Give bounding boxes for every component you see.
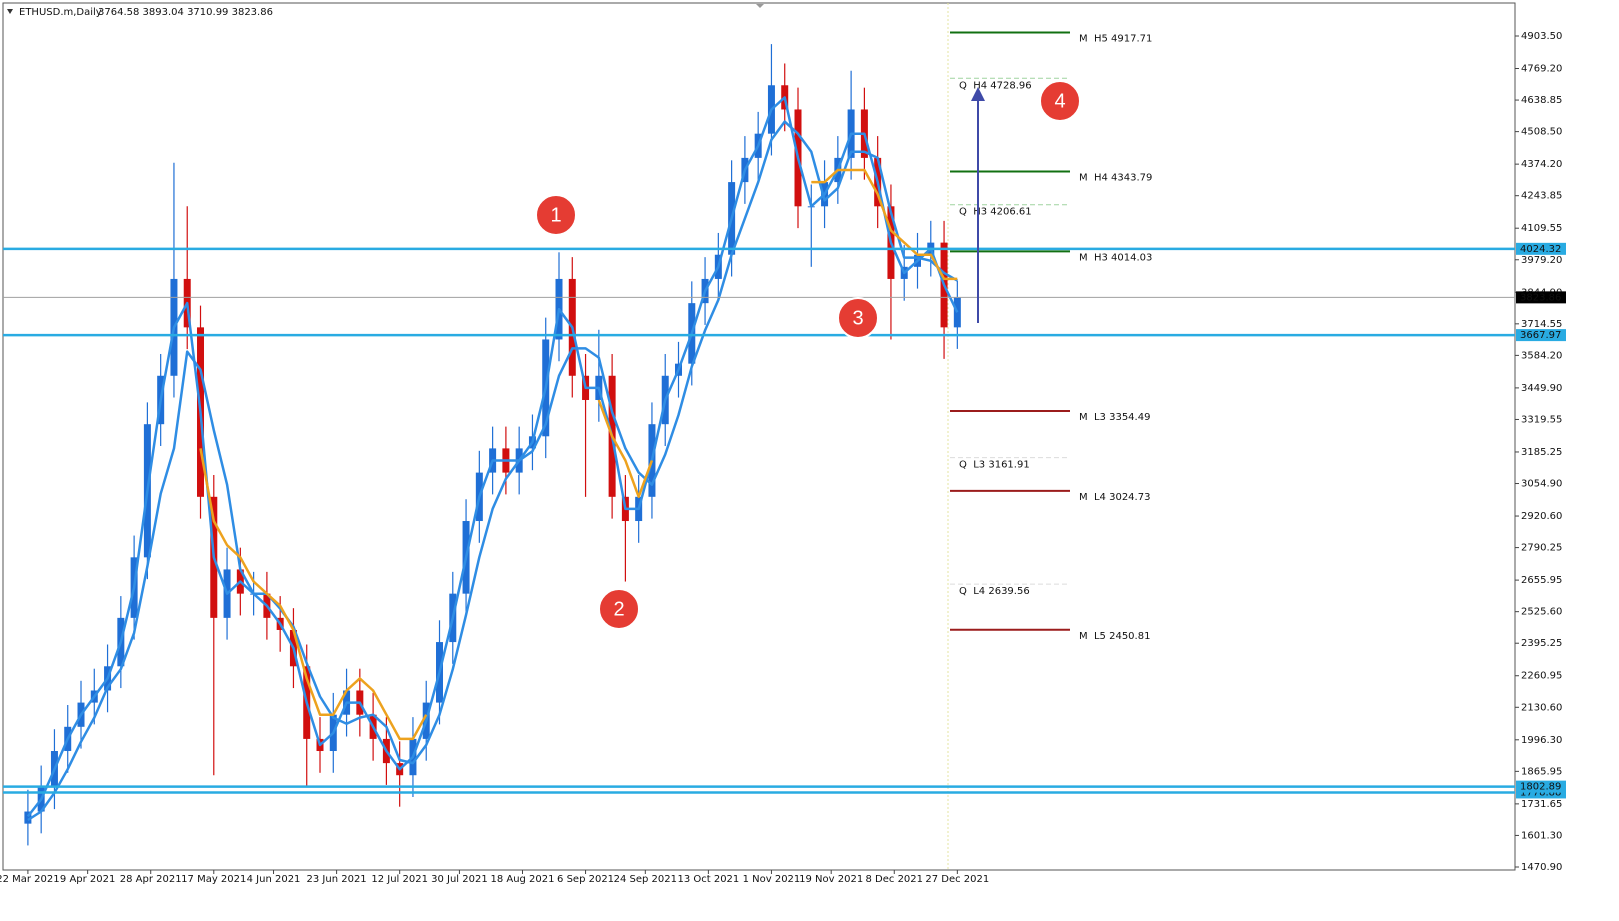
price-tag: [1516, 242, 1566, 255]
x-tick-label: 1 Nov 2021: [743, 874, 801, 885]
x-tick-label: 12 Jul 2021: [371, 874, 428, 885]
y-tick-label: 2395.25: [1521, 638, 1562, 649]
y-tick-label: 2525.60: [1521, 607, 1562, 618]
y-tick-label: 4109.55: [1521, 223, 1562, 234]
y-tick-label: 3584.20: [1521, 350, 1562, 361]
marker-circle: [598, 588, 640, 630]
x-tick-label: 24 Sep 2021: [614, 874, 677, 885]
x-tick-label: 27 Dec 2021: [925, 874, 989, 885]
pivot-label: M L3 3354.49: [1079, 412, 1150, 423]
pivot-label: Q L3 3161.91: [959, 460, 1030, 471]
pivot-label: Q H3 4206.61: [959, 207, 1032, 218]
marker: 2: [598, 588, 640, 630]
pivot-label: M H3 4014.03: [1079, 252, 1152, 263]
indicator-line: [199, 168, 958, 741]
top-marker: [756, 4, 764, 8]
price-tag-label: 3667.97: [1520, 330, 1561, 341]
y-tick-label: 4903.50: [1521, 31, 1562, 42]
pivot-label: M H5 4917.71: [1079, 34, 1152, 45]
candle-body: [24, 811, 32, 824]
y-tick-label: 4374.20: [1521, 159, 1562, 170]
pivot-label: M H4 4343.79: [1079, 172, 1152, 183]
y-tick-label: 1731.65: [1521, 799, 1562, 810]
pivot-label: Q L4 2639.56: [959, 586, 1030, 597]
y-tick-label: 4508.50: [1521, 127, 1562, 138]
x-tick-label: 30 Jul 2021: [431, 874, 488, 885]
candle-body: [953, 297, 961, 328]
plot-frame: [2, 2, 1516, 871]
price-tag-label: 1802.89: [1520, 782, 1561, 793]
price-tag: [1516, 780, 1566, 793]
indicator-line: [27, 120, 958, 822]
y-tick-label: 1470.90: [1521, 862, 1562, 873]
price-tag: [1516, 329, 1566, 342]
price-tag: [1516, 291, 1566, 304]
marker-circle: [837, 297, 879, 339]
y-tick-label: 3185.25: [1521, 447, 1562, 458]
pivot-label: Q H4 4728.96: [959, 80, 1032, 91]
y-tick-label: 2920.60: [1521, 511, 1562, 522]
indicator-line: [26, 96, 959, 818]
y-tick-label: 3714.55: [1521, 319, 1562, 330]
x-tick-label: 13 Oct 2021: [677, 874, 739, 885]
y-tick-label: 2655.95: [1521, 575, 1562, 586]
x-tick-label: 18 Aug 2021: [490, 874, 554, 885]
chart-subtitle: 3764.58 3893.04 3710.99 3823.86: [98, 7, 273, 18]
y-tick-label: 2130.60: [1521, 702, 1562, 713]
x-tick-label: 8 Dec 2021: [866, 874, 924, 885]
y-tick-label: 4638.85: [1521, 95, 1562, 106]
y-tick-label: 1601.30: [1521, 830, 1562, 841]
x-tick-label: 17 May 2021: [181, 874, 246, 885]
marker-circle: [535, 194, 577, 236]
marker-label: 4: [1054, 90, 1065, 112]
y-tick-label: 2790.25: [1521, 543, 1562, 554]
y-tick-label: 1865.95: [1521, 766, 1562, 777]
marker-label: 1: [550, 204, 561, 226]
y-tick-label: 4243.85: [1521, 191, 1562, 202]
x-tick-label: 28 Apr 2021: [120, 874, 182, 885]
y-tick-label: 3449.90: [1521, 383, 1562, 394]
marker-label: 2: [613, 598, 624, 620]
price-tag-label: 3823.86: [1520, 292, 1561, 303]
plot-layer: 4903.50 4769.20 4638.85 4508.50 4374.20 4243.…: [0, 31, 1562, 885]
y-tick-label: 3054.90: [1521, 479, 1562, 490]
marker: 4: [1039, 80, 1081, 122]
marker-label: 3: [852, 307, 863, 329]
pivot-label: M L5 2450.81: [1079, 631, 1150, 642]
x-tick-label: 22 Mar 2021: [0, 874, 60, 885]
marker: 3: [837, 297, 879, 339]
y-tick-label: 3979.20: [1521, 255, 1562, 266]
marker: 1: [535, 194, 577, 236]
y-tick-label: 4769.20: [1521, 64, 1562, 75]
price-tag-label: 4024.32: [1520, 244, 1561, 255]
x-tick-label: 23 Jun 2021: [307, 874, 367, 885]
y-tick-label: 2260.95: [1521, 671, 1562, 682]
marker-circle: [1039, 80, 1081, 122]
price-tag-label: 1778.88: [1520, 787, 1561, 798]
chart-title: ETHUSD.m,Daily: [19, 7, 102, 18]
x-tick-label: 4 Jun 2021: [247, 874, 301, 885]
y-tick-label: 3319.55: [1521, 414, 1562, 425]
y-tick-label: 1996.30: [1521, 735, 1562, 746]
menu-arrow[interactable]: [7, 9, 13, 14]
x-tick-label: 19 Nov 2021: [799, 874, 863, 885]
pivot-label: M L4 3024.73: [1079, 492, 1150, 503]
x-tick-label: 9 Apr 2021: [60, 874, 115, 885]
x-tick-label: 6 Sep 2021: [557, 874, 614, 885]
